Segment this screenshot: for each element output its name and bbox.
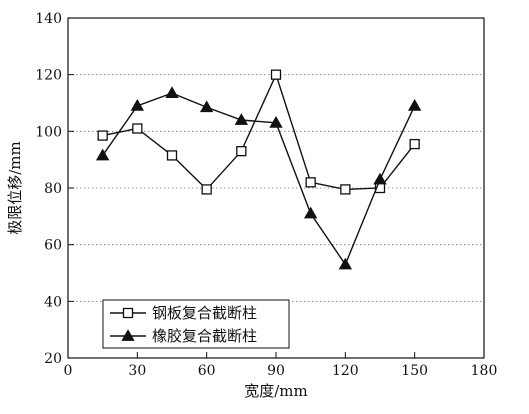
data-point xyxy=(236,146,247,157)
data-point xyxy=(407,99,422,111)
series-layer xyxy=(95,69,422,270)
data-point xyxy=(303,206,318,219)
data-point xyxy=(338,257,353,270)
x-tick-label: 0 xyxy=(64,363,73,379)
series-1 xyxy=(97,69,420,195)
x-tick-label: 30 xyxy=(128,363,146,379)
x-tick-label: 180 xyxy=(471,363,498,379)
y-tick-label: 80 xyxy=(44,181,62,197)
y-axis-title: 极限位移/mm xyxy=(6,141,24,235)
series-line xyxy=(102,92,416,266)
data-point xyxy=(95,148,110,161)
data-point xyxy=(130,99,145,111)
data-point xyxy=(340,184,351,195)
data-point xyxy=(270,69,282,80)
data-point xyxy=(234,113,249,125)
series-2 xyxy=(95,86,422,270)
data-point xyxy=(409,138,420,150)
x-axis-ticks: 0 30 60 90 120 150 180 xyxy=(64,352,498,379)
legend-marker xyxy=(121,329,135,341)
gridlines xyxy=(68,74,484,302)
legend-marker xyxy=(122,307,134,319)
data-point xyxy=(305,177,316,188)
y-axis-ticks: 20 40 60 80 100 120 140 xyxy=(35,11,74,367)
data-point xyxy=(373,172,387,185)
legend-label: 钢板复合截断柱 xyxy=(152,304,257,322)
y-tick-label: 120 xyxy=(35,68,62,84)
y-tick-label: 100 xyxy=(35,124,62,140)
x-tick-label: 120 xyxy=(332,363,359,379)
data-point xyxy=(166,150,178,161)
series-line xyxy=(102,72,416,191)
data-point xyxy=(97,130,108,141)
y-tick-label: 60 xyxy=(44,238,62,254)
y-tick-label: 140 xyxy=(35,11,62,27)
x-axis-title: 宽度/mm xyxy=(244,382,308,400)
data-point xyxy=(199,100,214,113)
y-tick-label: 20 xyxy=(44,351,62,367)
data-point xyxy=(269,116,283,128)
x-tick-label: 150 xyxy=(401,363,428,379)
data-point xyxy=(165,86,179,98)
x-tick-label: 90 xyxy=(267,363,285,379)
x-tick-label: 60 xyxy=(198,363,216,379)
data-point xyxy=(201,184,212,195)
y-tick-label: 40 xyxy=(44,294,62,310)
legend-label: 橡胶复合截断柱 xyxy=(152,327,257,345)
data-point xyxy=(132,123,143,134)
